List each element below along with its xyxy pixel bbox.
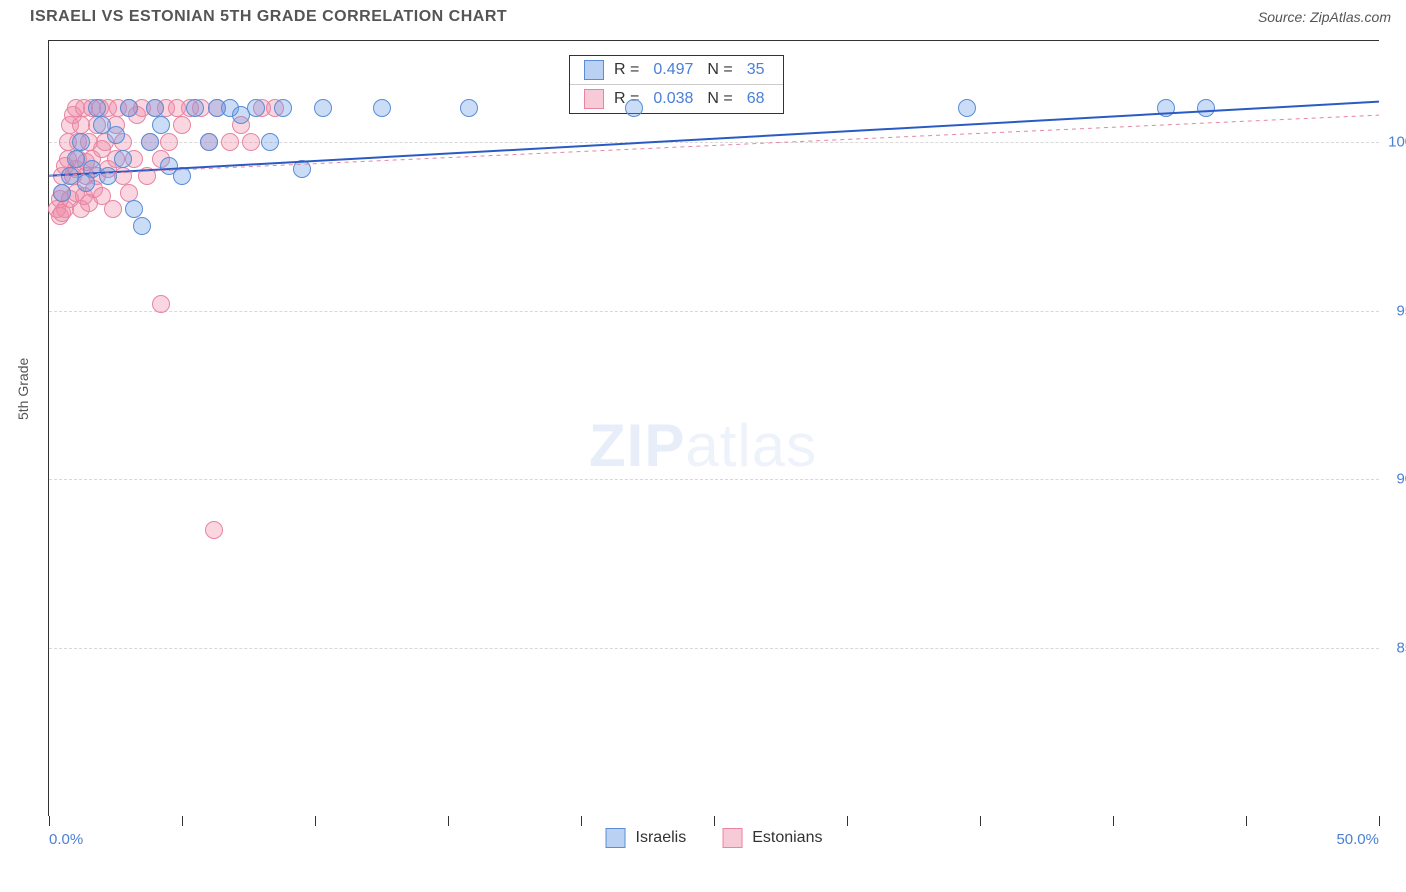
data-point	[173, 116, 191, 134]
gridline	[49, 311, 1379, 312]
data-point	[261, 133, 279, 151]
source-text: Source: ZipAtlas.com	[1258, 9, 1391, 25]
legend-item-israelis: Israelis	[606, 828, 687, 848]
data-point	[242, 133, 260, 151]
x-tick-label: 50.0%	[1336, 831, 1379, 848]
stats-row-israelis: R =0.497 N =35	[570, 56, 783, 85]
data-point	[152, 116, 170, 134]
legend: Israelis Estonians	[606, 828, 823, 848]
data-point	[120, 99, 138, 117]
data-point	[205, 521, 223, 539]
y-tick-label: 90.0%	[1396, 471, 1406, 488]
data-point	[53, 204, 71, 222]
y-tick-label: 95.0%	[1396, 302, 1406, 319]
watermark: ZIPatlas	[589, 411, 817, 480]
gridline	[49, 648, 1379, 649]
data-point	[99, 167, 117, 185]
gridline	[49, 479, 1379, 480]
x-tick	[847, 816, 848, 826]
x-tick	[448, 816, 449, 826]
swatch-icon	[722, 828, 742, 848]
x-tick	[714, 816, 715, 826]
data-point	[247, 99, 265, 117]
data-point	[114, 150, 132, 168]
swatch-icon	[584, 89, 604, 109]
x-tick	[1113, 816, 1114, 826]
data-point	[141, 133, 159, 151]
data-point	[460, 99, 478, 117]
x-tick	[1246, 816, 1247, 826]
stats-box: R =0.497 N =35 R =0.038 N =68	[569, 55, 784, 114]
stats-row-estonians: R =0.038 N =68	[570, 85, 783, 113]
data-point	[104, 200, 122, 218]
x-tick	[315, 816, 316, 826]
data-point	[221, 133, 239, 151]
data-point	[120, 184, 138, 202]
swatch-icon	[584, 60, 604, 80]
y-axis-label: 5th Grade	[15, 358, 31, 420]
data-point	[67, 150, 85, 168]
data-point	[53, 184, 71, 202]
data-point	[958, 99, 976, 117]
data-point	[138, 167, 156, 185]
data-point	[293, 160, 311, 178]
data-point	[314, 99, 332, 117]
x-tick	[581, 816, 582, 826]
chart-plot-area: ZIPatlas R =0.497 N =35 R =0.038 N =68 I…	[48, 40, 1379, 816]
data-point	[72, 133, 90, 151]
data-point	[274, 99, 292, 117]
chart-title: ISRAELI VS ESTONIAN 5TH GRADE CORRELATIO…	[30, 8, 507, 26]
data-point	[186, 99, 204, 117]
x-tick	[1379, 816, 1380, 826]
data-point	[200, 133, 218, 151]
data-point	[133, 217, 151, 235]
data-point	[125, 200, 143, 218]
x-tick	[182, 816, 183, 826]
x-tick	[49, 816, 50, 826]
data-point	[146, 99, 164, 117]
data-point	[1157, 99, 1175, 117]
data-point	[173, 167, 191, 185]
data-point	[114, 167, 132, 185]
swatch-icon	[606, 828, 626, 848]
data-point	[160, 133, 178, 151]
data-point	[107, 126, 125, 144]
y-tick-label: 85.0%	[1396, 639, 1406, 656]
data-point	[152, 295, 170, 313]
data-point	[1197, 99, 1215, 117]
data-point	[373, 99, 391, 117]
x-tick-label: 0.0%	[49, 831, 83, 848]
x-tick	[980, 816, 981, 826]
data-point	[88, 99, 106, 117]
y-tick-label: 100.0%	[1388, 134, 1406, 151]
legend-item-estonians: Estonians	[722, 828, 822, 848]
data-point	[625, 99, 643, 117]
